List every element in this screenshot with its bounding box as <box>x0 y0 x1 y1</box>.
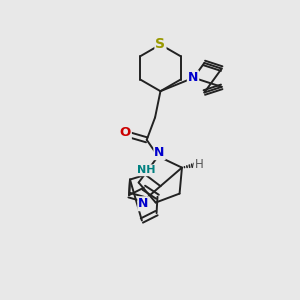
Text: H: H <box>195 158 204 171</box>
Text: N: N <box>154 146 165 159</box>
Text: S: S <box>155 37 166 51</box>
Text: N: N <box>138 197 148 210</box>
Text: O: O <box>120 126 131 139</box>
Text: NH: NH <box>137 165 155 175</box>
Text: N: N <box>188 71 198 84</box>
